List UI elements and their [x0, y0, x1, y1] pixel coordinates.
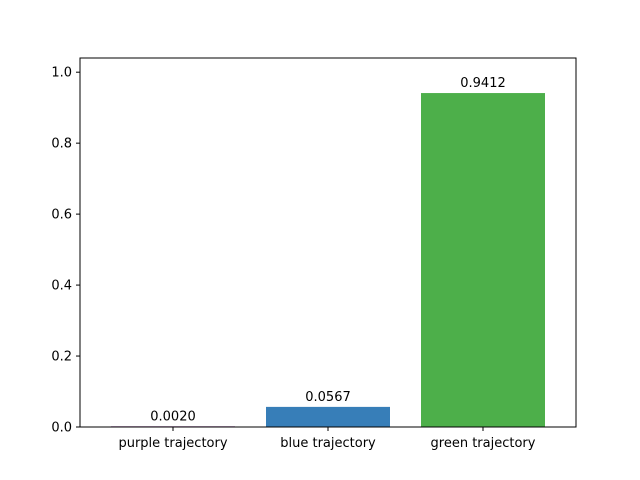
x-tick-label: blue trajectory [280, 436, 376, 451]
bar-value-label: 0.9412 [460, 76, 506, 91]
bar-green [421, 93, 545, 428]
x-tick-label: green trajectory [431, 436, 536, 451]
bars-group [111, 93, 545, 428]
bar-blue [266, 406, 390, 427]
bar-value-label: 0.0567 [305, 390, 351, 405]
y-axis: 0.0 0.2 0.4 0.6 0.8 1.0 [51, 66, 80, 436]
plot-frame [79, 57, 577, 428]
y-tick-label: 0.4 [51, 279, 72, 294]
y-tick-label: 0.2 [51, 350, 72, 365]
y-tick-label: 0.8 [51, 137, 72, 152]
bar-value-label: 0.0020 [150, 409, 196, 424]
y-tick-label: 0.0 [51, 421, 72, 436]
bar-value-labels: 0.0020 0.0567 0.9412 [150, 76, 506, 424]
y-tick-label: 1.0 [51, 66, 72, 81]
x-axis: purple trajectory blue trajectory green tr… [118, 427, 536, 451]
x-tick-label: purple trajectory [118, 436, 227, 451]
y-tick-label: 0.6 [51, 208, 72, 223]
